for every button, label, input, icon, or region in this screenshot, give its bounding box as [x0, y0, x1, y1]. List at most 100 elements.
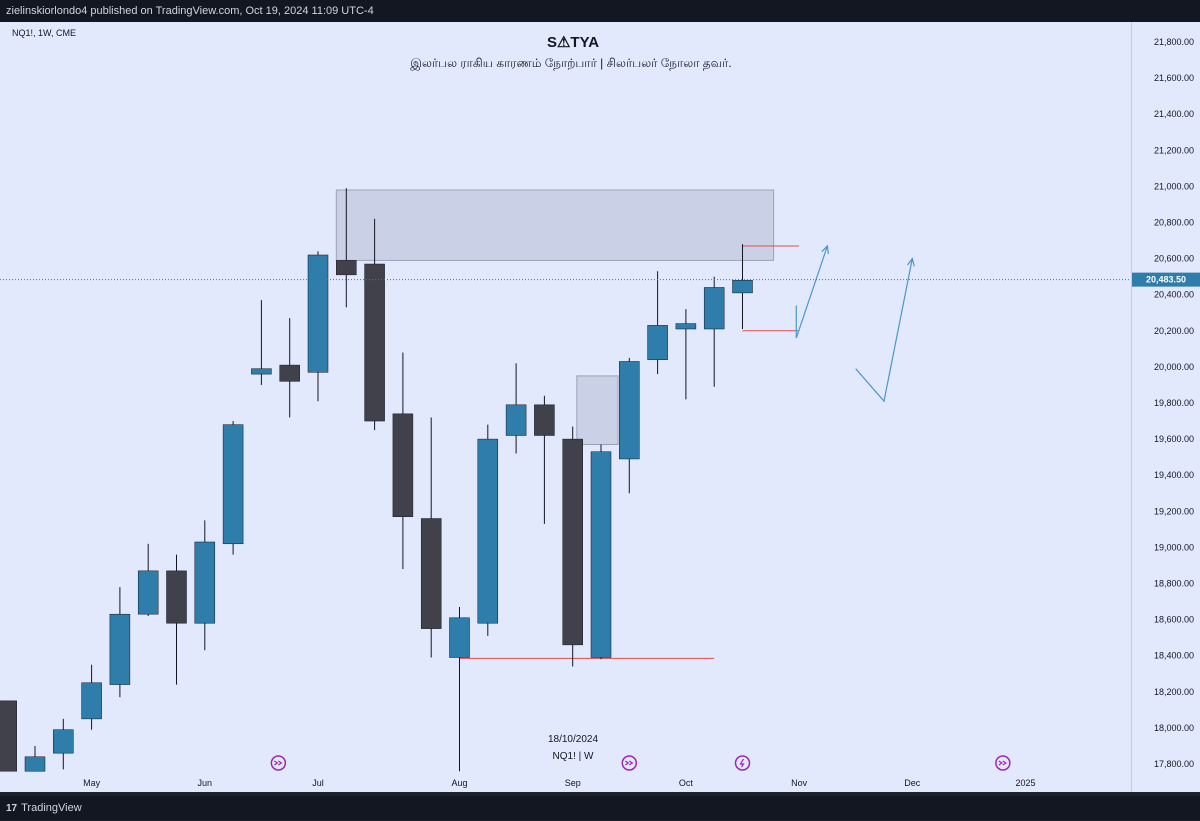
candle-body	[675, 323, 697, 330]
split-marker-icon-2	[734, 755, 751, 771]
y-tick-label: 17,800.00	[1154, 759, 1194, 769]
candle-21	[590, 444, 612, 660]
zones-layer	[335, 189, 775, 446]
arrows-layer	[795, 244, 915, 403]
x-tick-label: Jul	[312, 778, 324, 788]
candle-body	[505, 404, 527, 436]
candle-body	[194, 541, 216, 624]
candle-body	[703, 287, 725, 330]
candle-10	[279, 318, 300, 418]
candle-body	[222, 424, 244, 545]
levels-layer	[459, 245, 800, 659]
chart-area[interactable]: May Jun Jul Aug Sep Oct Nov Dec 2025 NQ1!, 1W, C…	[0, 22, 1131, 792]
x-tick-label: Sep	[565, 778, 581, 788]
candle-body	[477, 438, 499, 624]
candle-17	[477, 424, 499, 636]
marker-glyph	[274, 760, 283, 766]
candle-20	[562, 426, 583, 667]
y-tick-label: 19,400.00	[1154, 470, 1194, 480]
candle-body	[0, 700, 17, 772]
marker-glyph	[739, 758, 745, 768]
y-ticks-layer: 17,800.00 18,000.00 18,200.00 18,400.00 18,6…	[1154, 37, 1194, 769]
x-tick-label: 2025	[1015, 778, 1035, 788]
candle-16	[449, 606, 470, 772]
candle-body	[732, 280, 753, 294]
candle-body	[53, 729, 74, 754]
candle-12	[336, 188, 357, 308]
candle-8	[222, 421, 244, 555]
y-tick-label: 18,000.00	[1154, 723, 1194, 733]
dividend-marker-icon-3	[995, 755, 1011, 771]
candle-body	[251, 368, 272, 375]
published-text: zielinskiorlondo4 published on TradingVi…	[6, 5, 374, 17]
candle-3	[81, 664, 102, 730]
candle-body	[449, 617, 470, 658]
x-tick-label: Dec	[904, 778, 921, 788]
y-tick-label: 20,600.00	[1154, 254, 1194, 264]
footer-brand: TradingView	[21, 802, 82, 814]
candle-7	[194, 520, 216, 651]
y-tick-label: 19,000.00	[1154, 542, 1194, 552]
candle-19	[534, 395, 555, 524]
tradingview-logo-icon: 17	[6, 803, 18, 814]
candle-9	[251, 300, 272, 385]
candle-body	[166, 570, 187, 624]
candle-body	[336, 260, 357, 276]
candle-25	[703, 276, 725, 387]
candle-body	[279, 364, 300, 382]
arrow-head	[907, 257, 915, 267]
last-price-badge: 20,483.50	[1132, 272, 1200, 287]
y-tick-label: 21,400.00	[1154, 109, 1194, 119]
arrow-path	[795, 245, 828, 339]
dividend-marker-icon-1	[621, 755, 638, 771]
x-tick-label: May	[83, 778, 101, 788]
watermark-subtitle: இலர்பல ராகிய காரணம் நோற்பார் | சிலர்பலர்…	[410, 56, 731, 71]
dividend-marker-icon-0	[270, 755, 287, 771]
y-tick-label: 20,200.00	[1154, 326, 1194, 336]
x-tick-label: Nov	[791, 778, 808, 788]
supply-demand-zone-1	[576, 375, 619, 446]
arrow-head	[821, 244, 829, 254]
y-tick-label: 21,000.00	[1154, 181, 1194, 191]
y-tick-label: 18,600.00	[1154, 615, 1194, 625]
candles-layer	[0, 188, 753, 772]
x-axis-layer: May Jun Jul Aug Sep Oct Nov Dec 2025	[83, 778, 1035, 788]
y-tick-label: 21,600.00	[1154, 73, 1194, 83]
candle-body	[392, 413, 414, 517]
price-scale[interactable]: 17,800.00 18,000.00 18,200.00 18,400.00 18,6…	[1131, 22, 1200, 792]
y-tick-label: 21,800.00	[1154, 37, 1194, 47]
x-tick-label: Aug	[451, 778, 467, 788]
marker-circle	[621, 755, 638, 771]
y-tick-label: 20,000.00	[1154, 362, 1194, 372]
candlestick-chart[interactable]: May Jun Jul Aug Sep Oct Nov Dec 2025 NQ1!, 1W, C…	[0, 22, 1131, 792]
candle-14	[392, 352, 414, 570]
candle-body	[420, 518, 442, 629]
projection-arrow-1	[855, 257, 915, 403]
candle-body	[590, 451, 612, 658]
event-markers-layer	[270, 755, 1011, 771]
candle-body	[24, 756, 46, 772]
candle-23	[647, 271, 668, 375]
price-scale-svg: 17,800.00 18,000.00 18,200.00 18,400.00 18,6…	[1132, 37, 1200, 769]
candle-22	[619, 357, 640, 494]
watermark-title: S⚠TYA	[547, 34, 599, 51]
y-tick-label: 19,800.00	[1154, 398, 1194, 408]
marker-glyph	[624, 760, 634, 766]
marker-circle	[995, 755, 1011, 771]
marker-circle	[270, 755, 287, 771]
candle-4	[109, 587, 131, 698]
y-tick-label: 18,800.00	[1154, 579, 1194, 589]
symbol-label: NQ1! | W	[553, 751, 594, 762]
candle-body	[647, 325, 668, 360]
candle-6	[166, 554, 187, 685]
candle-24	[675, 309, 697, 400]
y-tick-label: 20,400.00	[1154, 290, 1194, 300]
supply-demand-zone-0	[335, 189, 775, 261]
x-tick-label: Jun	[198, 778, 213, 788]
date-label: 18/10/2024	[548, 734, 598, 745]
candle-11	[307, 251, 329, 402]
candle-body	[619, 361, 640, 460]
footer-bar: 17 TradingView	[0, 796, 1200, 820]
candle-15	[420, 417, 442, 658]
published-bar: zielinskiorlondo4 published on TradingVi…	[0, 0, 1200, 22]
